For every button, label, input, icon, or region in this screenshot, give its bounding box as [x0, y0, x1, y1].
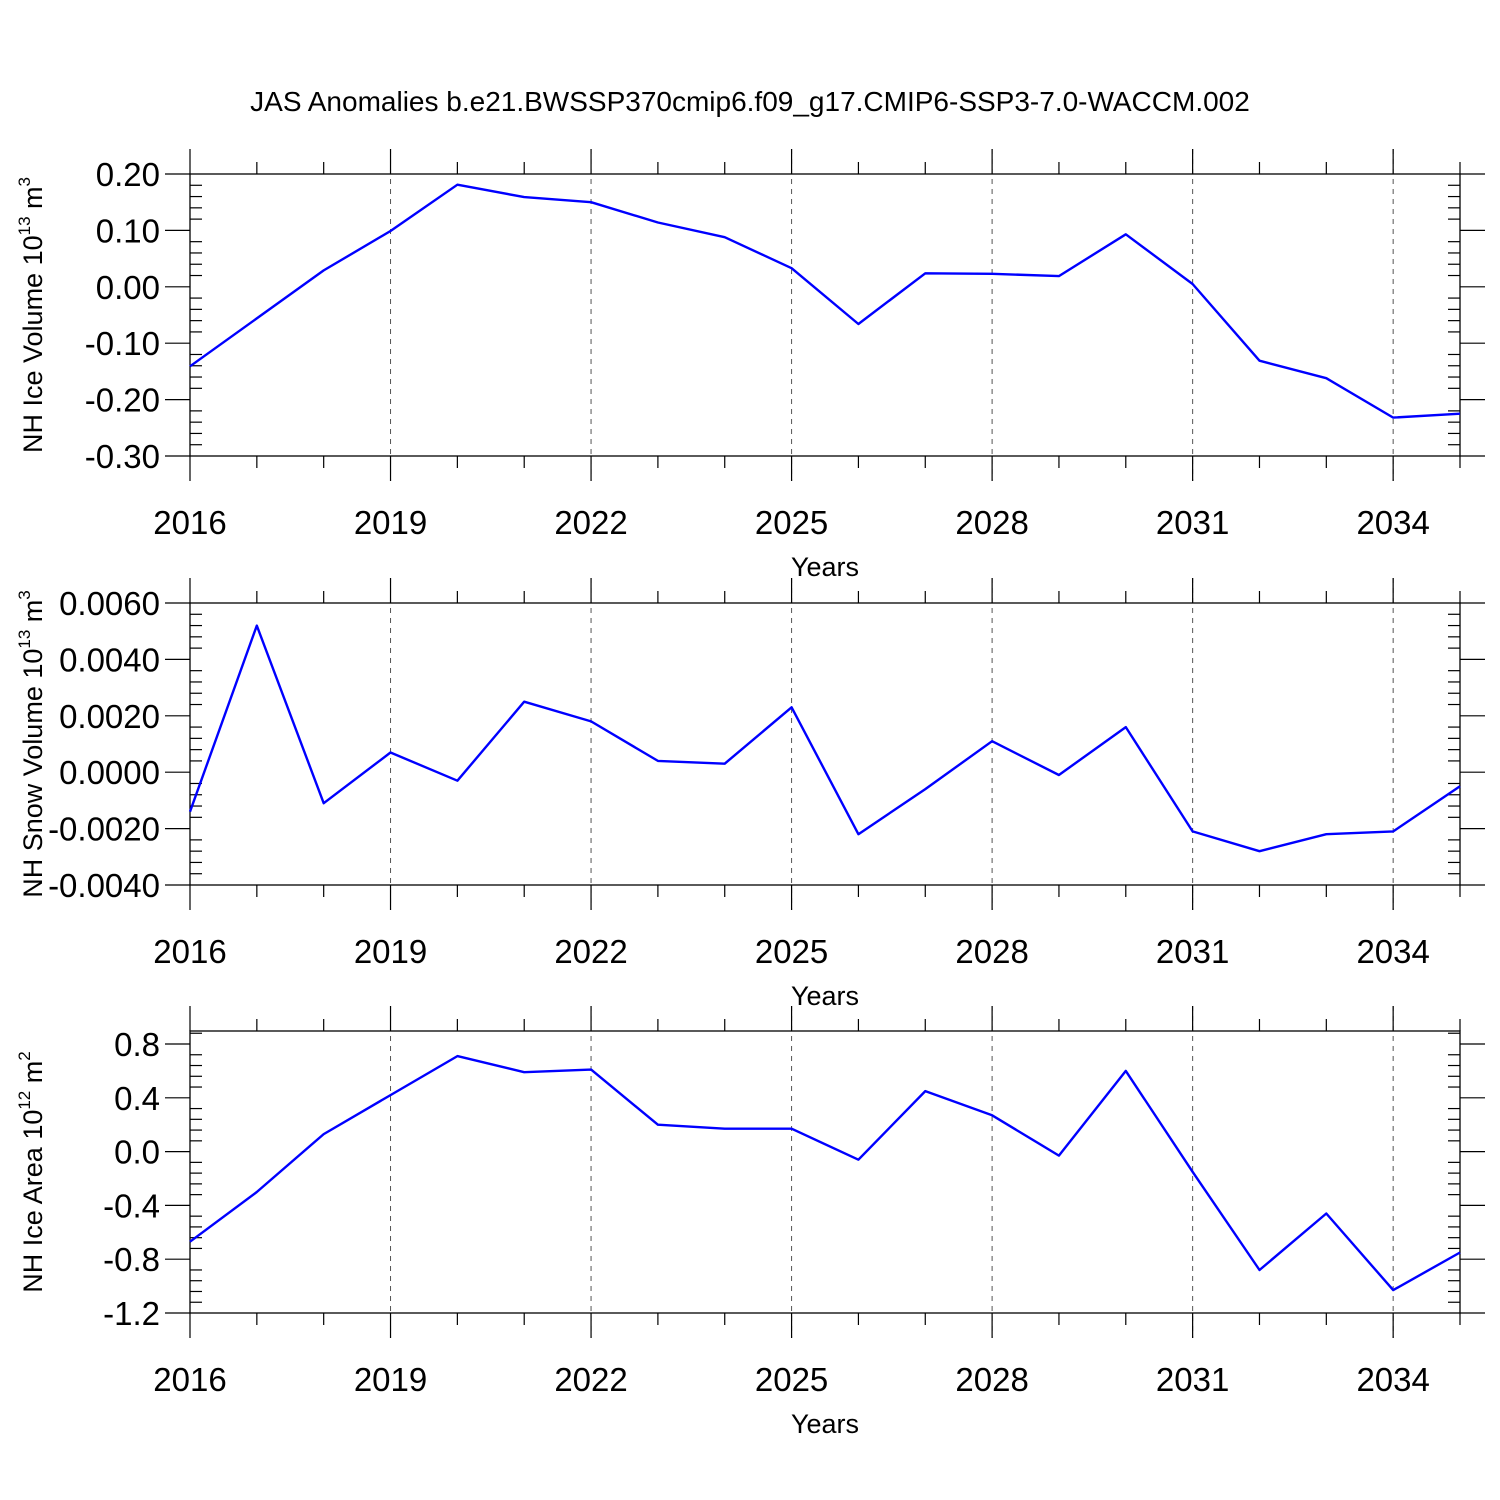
- y-axis-title-unit-exponent: 2: [15, 1051, 34, 1060]
- y-axis-title-main: NH Snow Volume 10: [18, 649, 48, 898]
- x-tick-label: 2022: [554, 933, 627, 970]
- y-axis-title-main: NH Ice Volume 10: [18, 235, 48, 453]
- y-axis-title-unit: m: [18, 1061, 48, 1091]
- plot-frame: [189, 173, 1461, 457]
- x-axis-title: Years: [791, 1409, 859, 1439]
- y-tick-label: -0.20: [85, 382, 160, 419]
- panel-1: -0.30 -0.20 -0.10 0.00 0.10 0.20 2016 2019 2022 2…: [15, 149, 1485, 582]
- x-tick-label: 2031: [1156, 933, 1229, 970]
- plot-frame: [189, 602, 1461, 886]
- y-tick-label: 0.0020: [59, 698, 160, 735]
- y-tick-label: -0.8: [103, 1241, 160, 1278]
- y-axis-title-unit-exponent: 3: [15, 590, 34, 599]
- y-axis-title-unit-exponent: 3: [15, 177, 34, 186]
- x-tick-label: 2016: [153, 1361, 226, 1398]
- y-axis-title: NH Ice Area 1012 m2: [15, 1051, 48, 1292]
- y-axis-title-exponent: 13: [15, 630, 34, 649]
- figure-title: JAS Anomalies b.e21.BWSSP370cmip6.f09_g1…: [250, 86, 1250, 117]
- x-tick-label: 2016: [153, 933, 226, 970]
- x-tick-label: 2031: [1156, 504, 1229, 541]
- y-tick-label: 0.0000: [59, 754, 160, 791]
- y-tick-label: 0.0: [114, 1134, 160, 1171]
- y-tick-label: 0.0060: [59, 585, 160, 622]
- y-tick-label: -0.0020: [48, 811, 160, 848]
- x-tick-label: 2019: [354, 504, 427, 541]
- panel-3: -1.2 -0.8 -0.4 0.0 0.4 0.8 2016 2019 2022 2025 202…: [15, 1006, 1485, 1439]
- y-tick-label: -0.0040: [48, 867, 160, 904]
- y-axis-title: NH Snow Volume 1013 m3: [15, 590, 48, 898]
- x-tick-label: 2028: [955, 933, 1028, 970]
- x-tick-label: 2031: [1156, 1361, 1229, 1398]
- y-axis-title-exponent: 13: [15, 216, 34, 235]
- y-tick-label: -1.2: [103, 1295, 160, 1332]
- y-axis-title: NH Ice Volume 1013 m3: [15, 177, 48, 453]
- x-tick-label: 2034: [1356, 933, 1429, 970]
- y-axis-title-unit: m: [18, 186, 48, 216]
- x-tick-label: 2019: [354, 1361, 427, 1398]
- x-tick-label: 2022: [554, 1361, 627, 1398]
- y-tick-label: -0.10: [85, 325, 160, 362]
- x-tick-label: 2025: [755, 1361, 828, 1398]
- x-tick-label: 2034: [1356, 504, 1429, 541]
- x-tick-label: 2016: [153, 504, 226, 541]
- y-axis-title-main: NH Ice Area 10: [18, 1110, 48, 1293]
- y-axis-title-unit: m: [18, 600, 48, 630]
- y-tick-label: -0.30: [85, 438, 160, 475]
- y-tick-label: 0.4: [114, 1080, 160, 1117]
- x-axis-title: Years: [791, 552, 859, 582]
- y-tick-label: 0.8: [114, 1026, 160, 1063]
- x-tick-label: 2028: [955, 504, 1028, 541]
- x-tick-label: 2019: [354, 933, 427, 970]
- x-tick-label: 2034: [1356, 1361, 1429, 1398]
- y-tick-label: 0.10: [96, 212, 160, 249]
- plot-frame: [189, 1030, 1461, 1314]
- series-line: [189, 1054, 1461, 1292]
- panel-2: -0.0040 -0.0020 0.0000 0.0020 0.0040 0.0060 20…: [15, 578, 1485, 1011]
- y-tick-label: 0.00: [96, 269, 160, 306]
- series-line: [188, 624, 1461, 853]
- x-tick-label: 2028: [955, 1361, 1028, 1398]
- x-tick-label: 2022: [554, 504, 627, 541]
- y-tick-label: 0.0040: [59, 641, 160, 678]
- series-line: [189, 183, 1461, 419]
- x-tick-label: 2025: [755, 504, 828, 541]
- y-tick-label: 0.20: [96, 156, 160, 193]
- y-axis-title-exponent: 12: [15, 1091, 34, 1110]
- x-axis-title: Years: [791, 981, 859, 1011]
- x-tick-label: 2025: [755, 933, 828, 970]
- y-tick-label: -0.4: [103, 1187, 160, 1224]
